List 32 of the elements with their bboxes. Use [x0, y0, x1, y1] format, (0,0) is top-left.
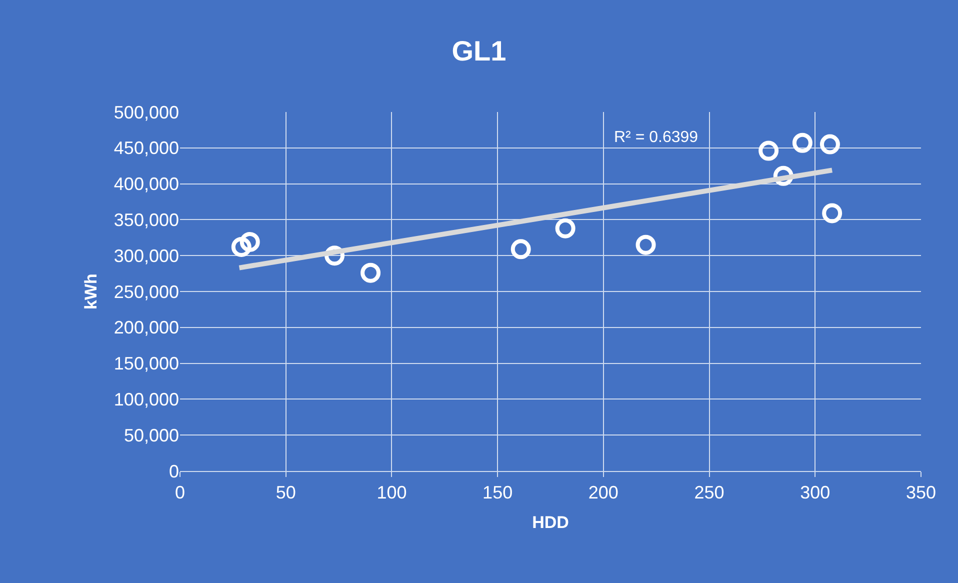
y-tick-label: 50,000 — [124, 425, 179, 446]
point — [792, 132, 812, 153]
x-tick-label: 300 — [800, 482, 830, 503]
x-tick-label: 100 — [376, 482, 407, 503]
point — [636, 234, 656, 255]
x-tick-label: 250 — [694, 482, 724, 503]
chart-title: GL1 — [452, 35, 506, 66]
point — [820, 134, 840, 154]
y-tick-label: 500,000 — [114, 102, 179, 122]
y-tick-label: 0 — [168, 461, 179, 482]
y-tick-label: 100,000 — [114, 390, 179, 410]
annotation: R² = 0.6399 — [614, 129, 698, 146]
x-tick-label: 150 — [482, 482, 513, 503]
x-tick-label: 350 — [906, 482, 936, 503]
point — [758, 140, 779, 161]
y-tick-label: 150,000 — [114, 354, 179, 374]
point — [510, 239, 531, 260]
point — [822, 203, 842, 224]
y-tick-label: 450,000 — [114, 138, 179, 158]
x-tick-label: 200 — [588, 482, 618, 503]
y-tick-label: 400,000 — [114, 174, 179, 194]
y-axis-title: kWh — [81, 274, 100, 310]
y-tick-label: 200,000 — [114, 318, 179, 338]
point — [240, 232, 260, 252]
point — [555, 218, 576, 238]
y-tick-label: 250,000 — [114, 282, 179, 302]
point — [360, 262, 381, 283]
x-tick-label: 50 — [276, 482, 296, 503]
point — [231, 236, 252, 257]
y-tick-label: 350,000 — [114, 210, 179, 230]
y-tick-label: 300,000 — [114, 246, 179, 266]
x-axis-title: HDD — [532, 513, 569, 532]
